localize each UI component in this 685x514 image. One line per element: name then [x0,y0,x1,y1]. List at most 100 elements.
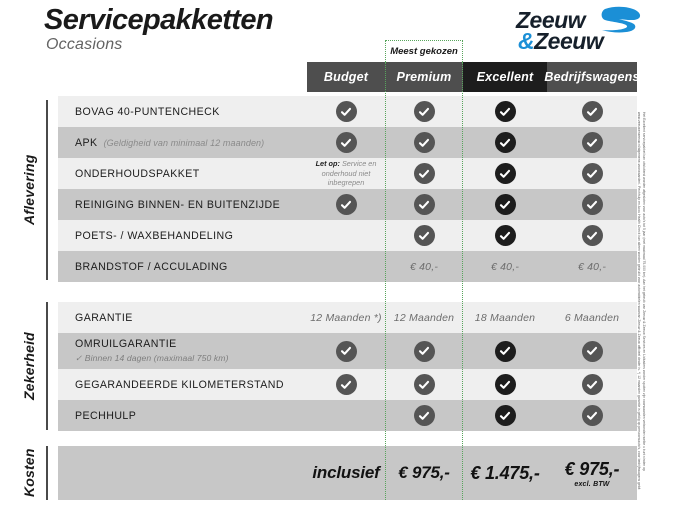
cell-bedrijfswagens: 6 Maanden [547,302,637,333]
cell-premium [385,400,463,431]
row-label: GARANTIE [58,302,307,333]
table-row: BRANDSTOF / ACCULADING € 40,- € 40,- € 4… [58,251,637,282]
check-icon [413,340,435,362]
price-value: € 1.475,- [470,462,540,483]
check-icon [335,101,357,122]
check-icon [413,374,435,395]
column-header-row: Budget Premium Excellent Bedrijfswagens [307,62,639,92]
price-value: € 975,- [398,463,450,482]
check-icon [335,132,357,153]
table-row: APK (Geldigheid van minimaal 12 maanden) [58,127,637,158]
table-row: POETS- / WAXBEHANDELING [58,220,637,251]
table-row: GARANTIE 12 Maanden *) 12 Maanden 18 Maa… [58,302,637,333]
check-icon [335,194,357,215]
check-icon [335,374,357,395]
row-label: POETS- / WAXBEHANDELING [58,220,307,251]
check-icon [581,225,603,246]
cell-budget [307,127,385,158]
price-excellent: € 1.475,- [463,446,547,500]
check-icon [494,132,516,153]
cell-bedrijfswagens [547,369,637,400]
check-icon [335,340,357,362]
table-row: REINIGING BINNEN- EN BUITENZIJDE [58,189,637,220]
section-label-kosten: Kosten [21,448,37,498]
section-label-zekerheid: Zekerheid [21,332,37,400]
section-kosten-band: inclusief € 975,- € 1.475,- € 975,- excl… [58,446,637,500]
row-label: OMRUILGARANTIE ✓ Binnen 14 dagen (maxima… [58,333,307,369]
row-label-sub: ✓ Binnen 14 dagen (maximaal 750 km) [75,353,229,363]
cell-bedrijfswagens [547,96,637,127]
cell-value: 6 Maanden [564,311,620,324]
check-icon [581,101,603,122]
row-label: PECHHULP [58,400,307,431]
column-header-premium[interactable]: Premium [385,62,463,92]
logo-line-1: Zeeuw [516,7,586,33]
check-icon [413,163,435,184]
price-value: inclusief [312,463,380,482]
check-icon [413,225,435,246]
row-label: BOVAG 40-PUNTENCHECK [58,96,307,127]
cell-premium [385,127,463,158]
cell-budget [307,333,385,369]
check-icon [494,340,516,362]
table-row: PECHHULP [58,400,637,431]
check-icon [581,340,603,362]
cell-bedrijfswagens [547,333,637,369]
cell-excellent [463,220,547,251]
check-icon [581,194,603,215]
row-label-text: PECHHULP [75,409,137,422]
cell-value: 12 Maanden *) [310,311,382,324]
cell-budget [307,369,385,400]
cell-bedrijfswagens: € 40,- [547,251,637,282]
column-header-excellent[interactable]: Excellent [463,62,547,92]
check-icon [413,405,435,426]
logo-line-2: &Zeeuw [518,28,604,55]
most-chosen-badge: Meest gekozen [385,40,463,62]
check-icon [581,163,603,184]
budget-note: Let op: Service en onderhoud niet inbegr… [307,159,385,189]
kosten-spacer [58,446,307,500]
budget-note-bold: Let op: [315,158,340,168]
cell-value: € 40,- [577,260,607,273]
cell-bedrijfswagens [547,158,637,189]
check-icon [581,374,603,395]
cell-premium: 12 Maanden [385,302,463,333]
cell-excellent [463,369,547,400]
company-logo: Zeeuw &Zeeuw [516,6,642,57]
section-rule-kosten [46,446,48,500]
row-label-text: BRANDSTOF / ACCULADING [75,260,228,273]
section-rule-aflevering [46,100,48,280]
page-title: Servicepakketten [44,4,274,36]
check-icon [413,101,435,122]
table-row: BOVAG 40-PUNTENCHECK [58,96,637,127]
cell-excellent [463,127,547,158]
cell-premium [385,189,463,220]
row-label-text: GEGARANDEERDE KILOMETERSTAND [75,378,285,391]
check-icon [494,101,516,122]
cell-excellent [463,96,547,127]
cell-excellent [463,189,547,220]
column-header-budget[interactable]: Budget [307,62,385,92]
row-label-text: OMRUILGARANTIE [75,338,177,350]
check-icon [494,163,516,184]
table-row: GEGARANDEERDE KILOMETERSTAND [58,369,637,400]
cell-premium [385,369,463,400]
cell-premium [385,158,463,189]
cell-premium: € 40,- [385,251,463,282]
cell-excellent: 18 Maanden [463,302,547,333]
cell-budget [307,220,385,251]
table-row: OMRUILGARANTIE ✓ Binnen 14 dagen (maxima… [58,333,637,369]
column-header-bedrijfswagens[interactable]: Bedrijfswagens [544,62,639,92]
check-icon [413,132,435,153]
section-aflevering: BOVAG 40-PUNTENCHECK APK (Geldigheid van … [58,96,637,282]
price-value: € 975,- [564,458,620,479]
row-label: ONDERHOUDSPAKKET [58,158,307,189]
check-icon [494,405,516,426]
cell-premium [385,220,463,251]
row-label: BRANDSTOF / ACCULADING [58,251,307,282]
row-label: GEGARANDEERDE KILOMETERSTAND [58,369,307,400]
row-label-text: APK [75,136,98,149]
row-label-text: ONDERHOUDSPAKKET [75,167,200,180]
cell-value: 18 Maanden [474,311,536,324]
logo-line-2-text: Zeeuw [534,28,604,54]
